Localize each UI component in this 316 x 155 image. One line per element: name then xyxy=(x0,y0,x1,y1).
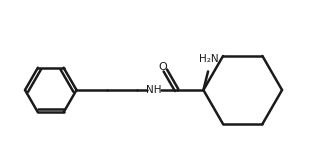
Text: NH: NH xyxy=(146,85,161,95)
Text: O: O xyxy=(159,62,167,72)
Text: H₂N: H₂N xyxy=(199,54,219,64)
